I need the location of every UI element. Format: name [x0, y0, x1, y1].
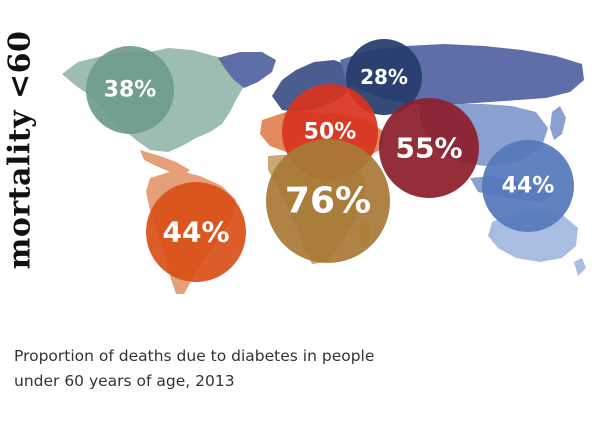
- bubble-label-south-america: 44%: [162, 216, 229, 249]
- bubble-south-america: 44%: [146, 182, 246, 282]
- bubble-africa: 76%: [266, 139, 390, 263]
- bubble-label-western-pacific: 44%: [502, 174, 555, 199]
- bubble-circle-south-east-asia: [379, 98, 479, 198]
- bubble-south-east-asia: 55%: [379, 98, 479, 198]
- bubble-circle-north-america: [86, 46, 174, 134]
- map-new-zealand: [574, 258, 586, 276]
- bubble-label-south-east-asia: 55%: [395, 132, 462, 165]
- figure-caption: Proportion of deaths due to diabetes in …: [14, 344, 434, 394]
- bubble-circle-europe: [346, 39, 422, 115]
- map-central-america: [140, 150, 190, 176]
- caption-line-2: under 60 years of age, 2013: [14, 372, 235, 390]
- caption-line-1: Proportion of deaths due to diabetes in …: [14, 347, 375, 365]
- bubble-circle-south-america: [146, 182, 246, 282]
- map-greenland: [218, 52, 276, 88]
- bubble-label-north-america: 38%: [104, 78, 157, 103]
- bubble-layer: 38%44%28%50%76%55%44%: [86, 39, 574, 282]
- bubble-circle-western-pacific: [482, 140, 574, 232]
- bubble-label-europe: 28%: [360, 65, 408, 89]
- bubble-circle-africa: [266, 139, 390, 263]
- map-japan: [550, 106, 566, 140]
- world-map: 38%44%28%50%76%55%44%: [62, 39, 586, 294]
- bubble-north-america: 38%: [86, 46, 174, 134]
- bubble-europe: 28%: [346, 39, 422, 115]
- bubble-western-pacific: 44%: [482, 140, 574, 232]
- bubble-label-africa: 76%: [285, 181, 371, 222]
